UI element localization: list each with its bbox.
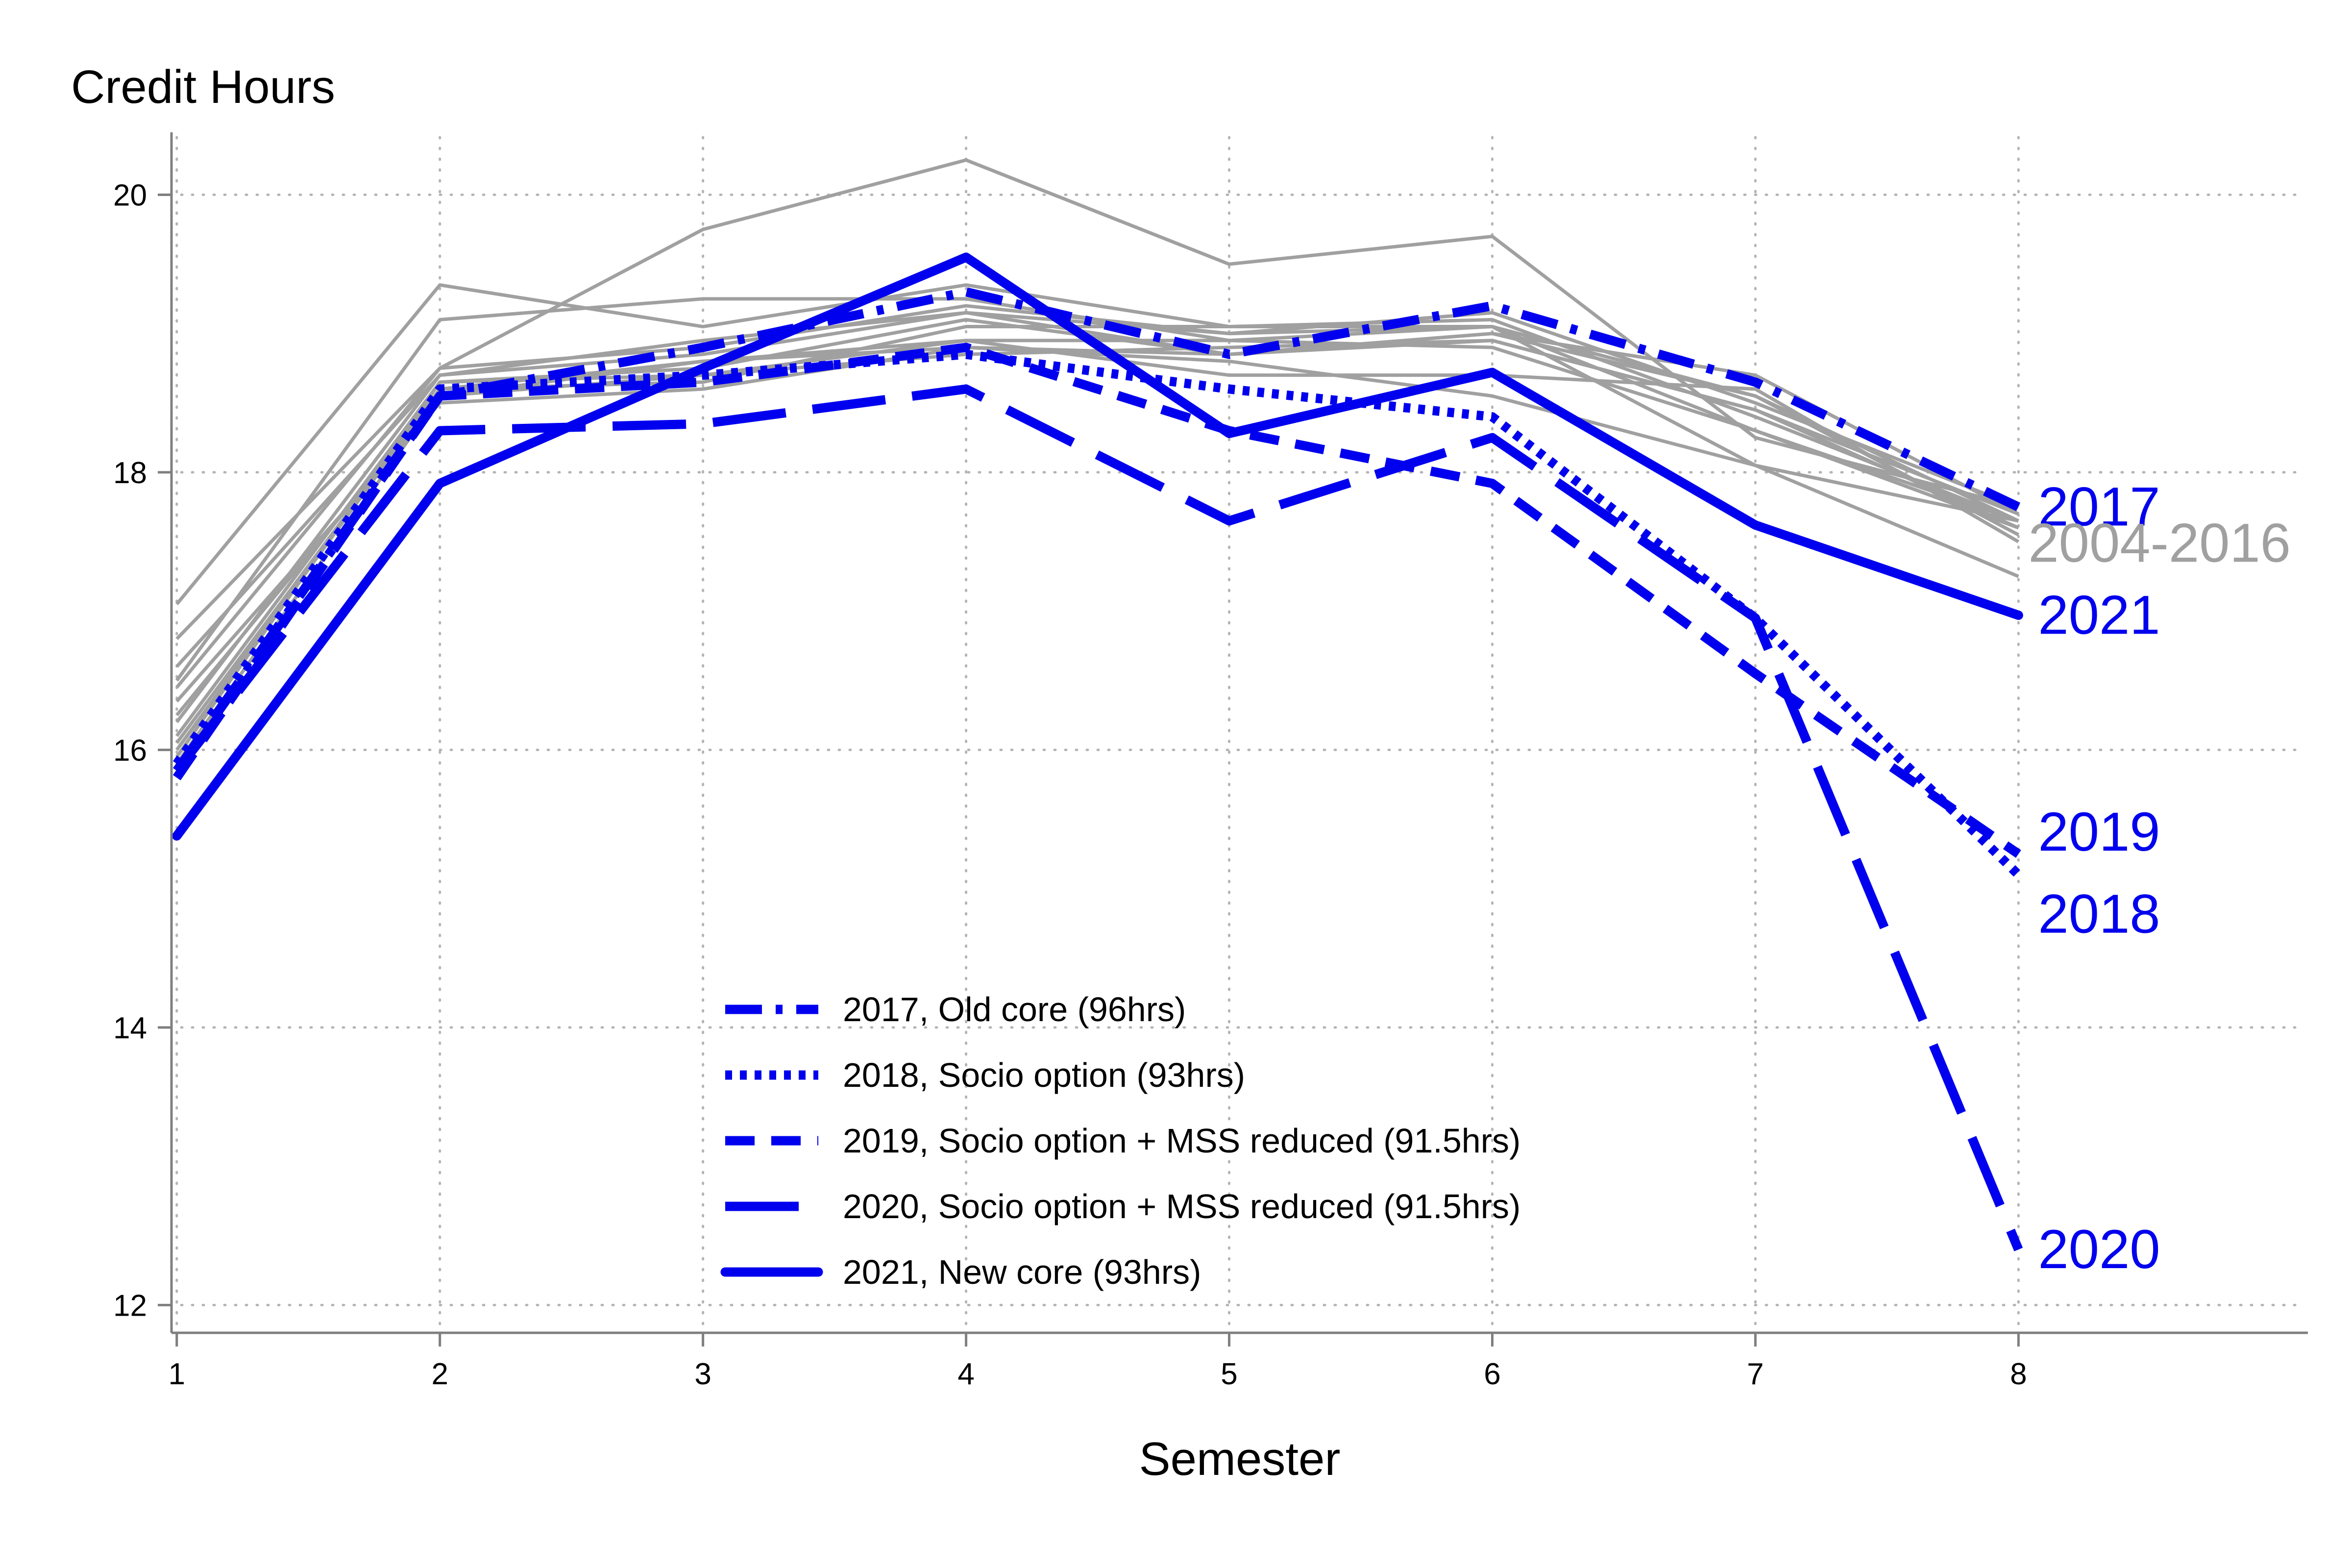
x-tick-label-8: 8 bbox=[2010, 1357, 2027, 1391]
legend-label-2019: 2019, Socio option + MSS reduced (91.5hr… bbox=[843, 1122, 1520, 1160]
axes bbox=[170, 132, 2308, 1334]
y-tick-label-14: 14 bbox=[113, 1011, 147, 1045]
background-series-line-2 bbox=[175, 158, 2019, 640]
series-end-labels: 2017 2018 2019 2020 2021 2004-2016 bbox=[2028, 476, 2291, 1280]
x-tick-label-3: 3 bbox=[694, 1357, 711, 1391]
end-label-2019: 2019 bbox=[2038, 801, 2160, 862]
end-label-2021: 2021 bbox=[2038, 585, 2160, 646]
y-tick-label-12: 12 bbox=[113, 1289, 147, 1323]
series-line-2019 bbox=[172, 343, 2021, 858]
legend: 2017, Old core (96hrs) 2018, Socio option… bbox=[720, 990, 1520, 1291]
x-tick-label-2: 2 bbox=[431, 1357, 448, 1391]
y-tick-label-18: 18 bbox=[113, 456, 147, 490]
end-label-2018: 2018 bbox=[2038, 883, 2160, 944]
x-ticks: 1 2 3 4 5 6 7 8 bbox=[168, 1333, 2027, 1391]
legend-label-2020: 2020, Socio option + MSS reduced (91.5hr… bbox=[843, 1187, 1520, 1225]
y-tick-label-20: 20 bbox=[113, 178, 147, 212]
background-series-line-1 bbox=[175, 283, 2019, 606]
background-series-line-10 bbox=[175, 311, 2019, 668]
background-series-line-8 bbox=[175, 345, 2019, 703]
legend-label-2021: 2021, New core (93hrs) bbox=[843, 1253, 1201, 1291]
x-tick-label-5: 5 bbox=[1221, 1357, 1237, 1391]
highlight-series-group bbox=[172, 252, 2023, 1251]
legend-label-2017: 2017, Old core (96hrs) bbox=[843, 990, 1186, 1029]
x-tick-label-1: 1 bbox=[168, 1357, 185, 1391]
series-line-2020 bbox=[173, 384, 2023, 1251]
series-line-2018 bbox=[172, 349, 2022, 879]
legend-label-2018: 2018, Socio option (93hrs) bbox=[843, 1056, 1245, 1094]
x-tick-label-4: 4 bbox=[957, 1357, 974, 1391]
x-tick-label-6: 6 bbox=[1484, 1357, 1500, 1391]
series-line-2021 bbox=[172, 252, 2023, 841]
x-axis-title: Semester bbox=[1139, 1433, 1341, 1485]
y-axis-title: Credit Hours bbox=[71, 61, 335, 113]
end-label-2017: 2017 bbox=[2038, 476, 2160, 538]
x-tick-label-7: 7 bbox=[1747, 1357, 1764, 1391]
background-series-line-12 bbox=[175, 304, 2019, 689]
end-label-background: 2004-2016 bbox=[2028, 512, 2291, 573]
y-tick-label-16: 16 bbox=[113, 734, 147, 767]
grid-lines bbox=[175, 136, 2300, 1329]
end-label-2020: 2020 bbox=[2038, 1219, 2160, 1280]
y-ticks: 12 14 16 18 20 bbox=[113, 178, 172, 1323]
